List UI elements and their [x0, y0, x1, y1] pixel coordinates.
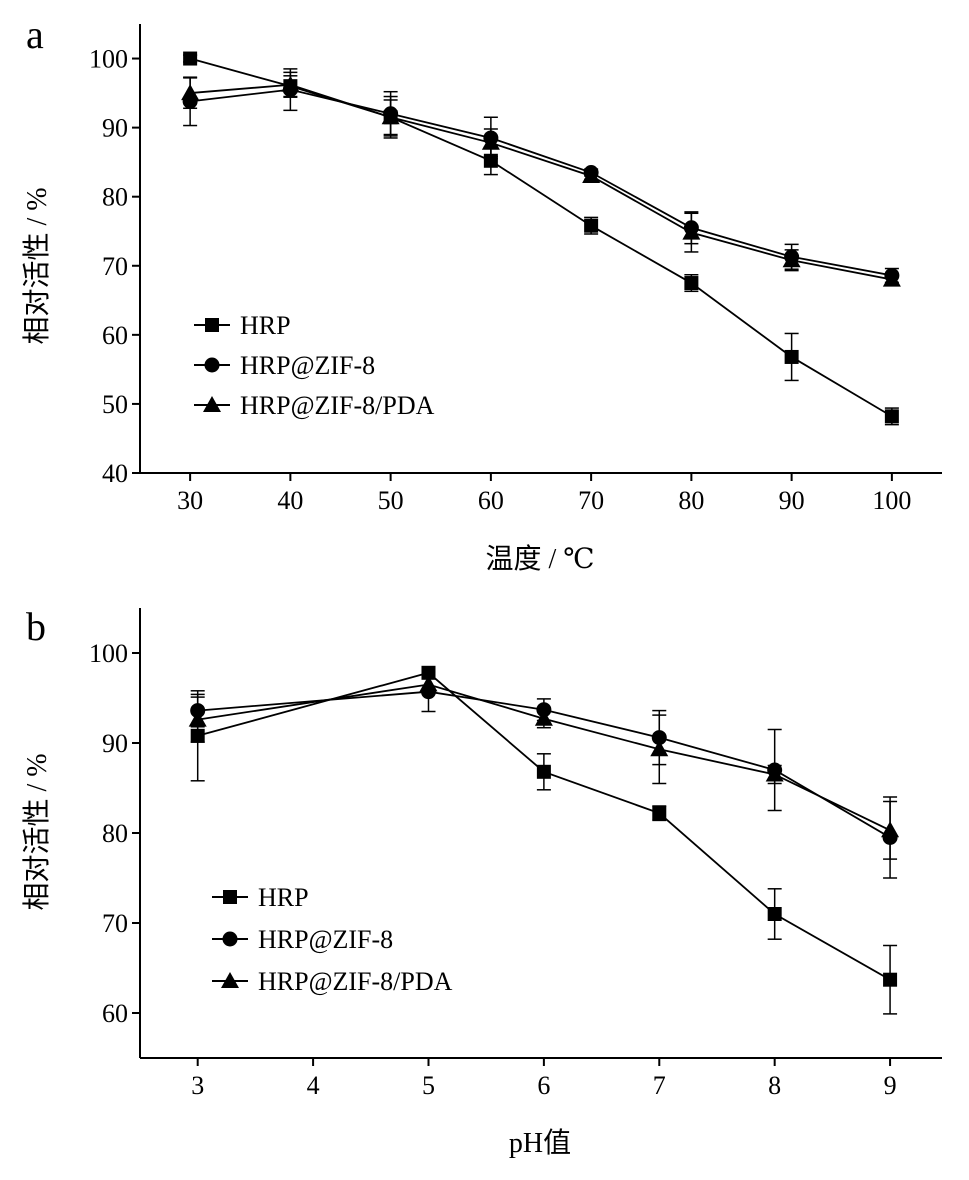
- series-line-square: [197, 671, 891, 981]
- x-tick-label: 6: [537, 1071, 550, 1100]
- data-point-triangle: [765, 765, 784, 782]
- legend-marker-square: [205, 318, 219, 332]
- legend-label: HRP: [240, 311, 291, 340]
- series-line-square: [189, 57, 893, 418]
- x-tick-label: 50: [378, 486, 404, 515]
- y-tick-label: 80: [102, 183, 128, 212]
- y-tick-label: 70: [102, 909, 128, 938]
- y-tick-label: 100: [89, 45, 128, 74]
- legend-label: HRP@ZIF-8: [240, 351, 375, 380]
- panel-b: b pH值 相对活性 / % 60 70 80 90 100 3 4 5 6 7 8 9 HRP HRP@…: [21, 604, 942, 1159]
- panel-label-a: a: [26, 12, 44, 57]
- data-point-triangle: [381, 108, 400, 125]
- y-tick-label: 90: [102, 114, 128, 143]
- panel-a: a 温度 / ℃ 相对活性 / % 40 50 60 70 80 90 100 30 40 50 6…: [21, 12, 942, 575]
- data-point-triangle: [682, 223, 701, 240]
- x-tick-label: 60: [478, 486, 504, 515]
- x-tick-label: 70: [578, 486, 604, 515]
- data-point-triangle: [188, 710, 207, 727]
- y-tick-label: 60: [102, 999, 128, 1028]
- data-point-triangle: [782, 251, 801, 268]
- x-tick-label: 5: [422, 1071, 435, 1100]
- legend-marker-triangle: [221, 972, 239, 988]
- data-point-square: [536, 764, 551, 779]
- legend-label: HRP@ZIF-8/PDA: [258, 967, 453, 996]
- y-tick-label: 90: [102, 729, 128, 758]
- x-tick-label: 80: [678, 486, 704, 515]
- legend-label: HRP@ZIF-8/PDA: [240, 391, 435, 420]
- data-point-triangle: [534, 709, 553, 726]
- y-tick-label: 60: [102, 321, 128, 350]
- data-point-square: [884, 409, 899, 424]
- legend-marker-circle: [222, 931, 238, 947]
- data-point-square: [584, 218, 599, 233]
- data-point-square: [684, 276, 699, 291]
- series-line-triangle: [197, 683, 891, 832]
- legend-label: HRP@ZIF-8: [258, 925, 393, 954]
- x-tick-label: 40: [277, 486, 303, 515]
- series-line-triangle: [190, 83, 893, 281]
- legend-marker-circle: [204, 357, 220, 373]
- legend-marker-triangle: [203, 396, 221, 412]
- data-point-square: [784, 349, 799, 364]
- x-tick-label: 7: [653, 1071, 666, 1100]
- x-tick-label: 4: [307, 1071, 320, 1100]
- x-tick-label: 30: [177, 486, 203, 515]
- y-tick-label: 100: [89, 639, 128, 668]
- y-tick-label: 50: [102, 390, 128, 419]
- x-axis-title-a: 温度 / ℃: [485, 543, 594, 575]
- series-line-circle: [197, 690, 891, 839]
- y-tick-label: 70: [102, 252, 128, 281]
- data-point-square: [767, 907, 782, 921]
- legend-marker-square: [223, 890, 237, 904]
- x-tick-label: 100: [872, 486, 911, 515]
- x-axis-title-b: pH值: [509, 1127, 571, 1159]
- plot-area-a: 40 50 60 70 80 90 100 30 40 50 60 70 80 90 100 HRP HRP@Z…: [89, 24, 942, 515]
- data-point-square: [183, 51, 198, 66]
- plot-area-b: 60 70 80 90 100 3 4 5 6 7 8 9 HRP HRP@ZIF-8 HRP@ZIF-8/…: [89, 608, 942, 1100]
- data-point-triangle: [650, 740, 669, 757]
- y-axis-title-b: 相对活性 / %: [21, 753, 53, 910]
- data-point-triangle: [881, 821, 900, 838]
- data-point-triangle: [882, 270, 901, 287]
- y-tick-label: 40: [102, 459, 128, 488]
- data-point-square: [652, 806, 667, 821]
- data-point-triangle: [281, 75, 300, 92]
- y-tick-label: 80: [102, 819, 128, 848]
- panel-label-b: b: [26, 604, 46, 649]
- legend-label: HRP: [258, 883, 309, 912]
- x-tick-label: 9: [884, 1071, 897, 1100]
- x-tick-label: 3: [191, 1071, 204, 1100]
- data-point-triangle: [419, 675, 438, 692]
- data-point-square: [883, 972, 898, 987]
- y-axis-title-a: 相对活性 / %: [21, 187, 53, 344]
- x-tick-label: 90: [779, 486, 805, 515]
- data-point-triangle: [181, 84, 200, 101]
- series-line-circle: [190, 88, 893, 277]
- data-point-triangle: [582, 166, 601, 183]
- x-tick-label: 8: [768, 1071, 781, 1100]
- data-point-triangle: [481, 133, 500, 150]
